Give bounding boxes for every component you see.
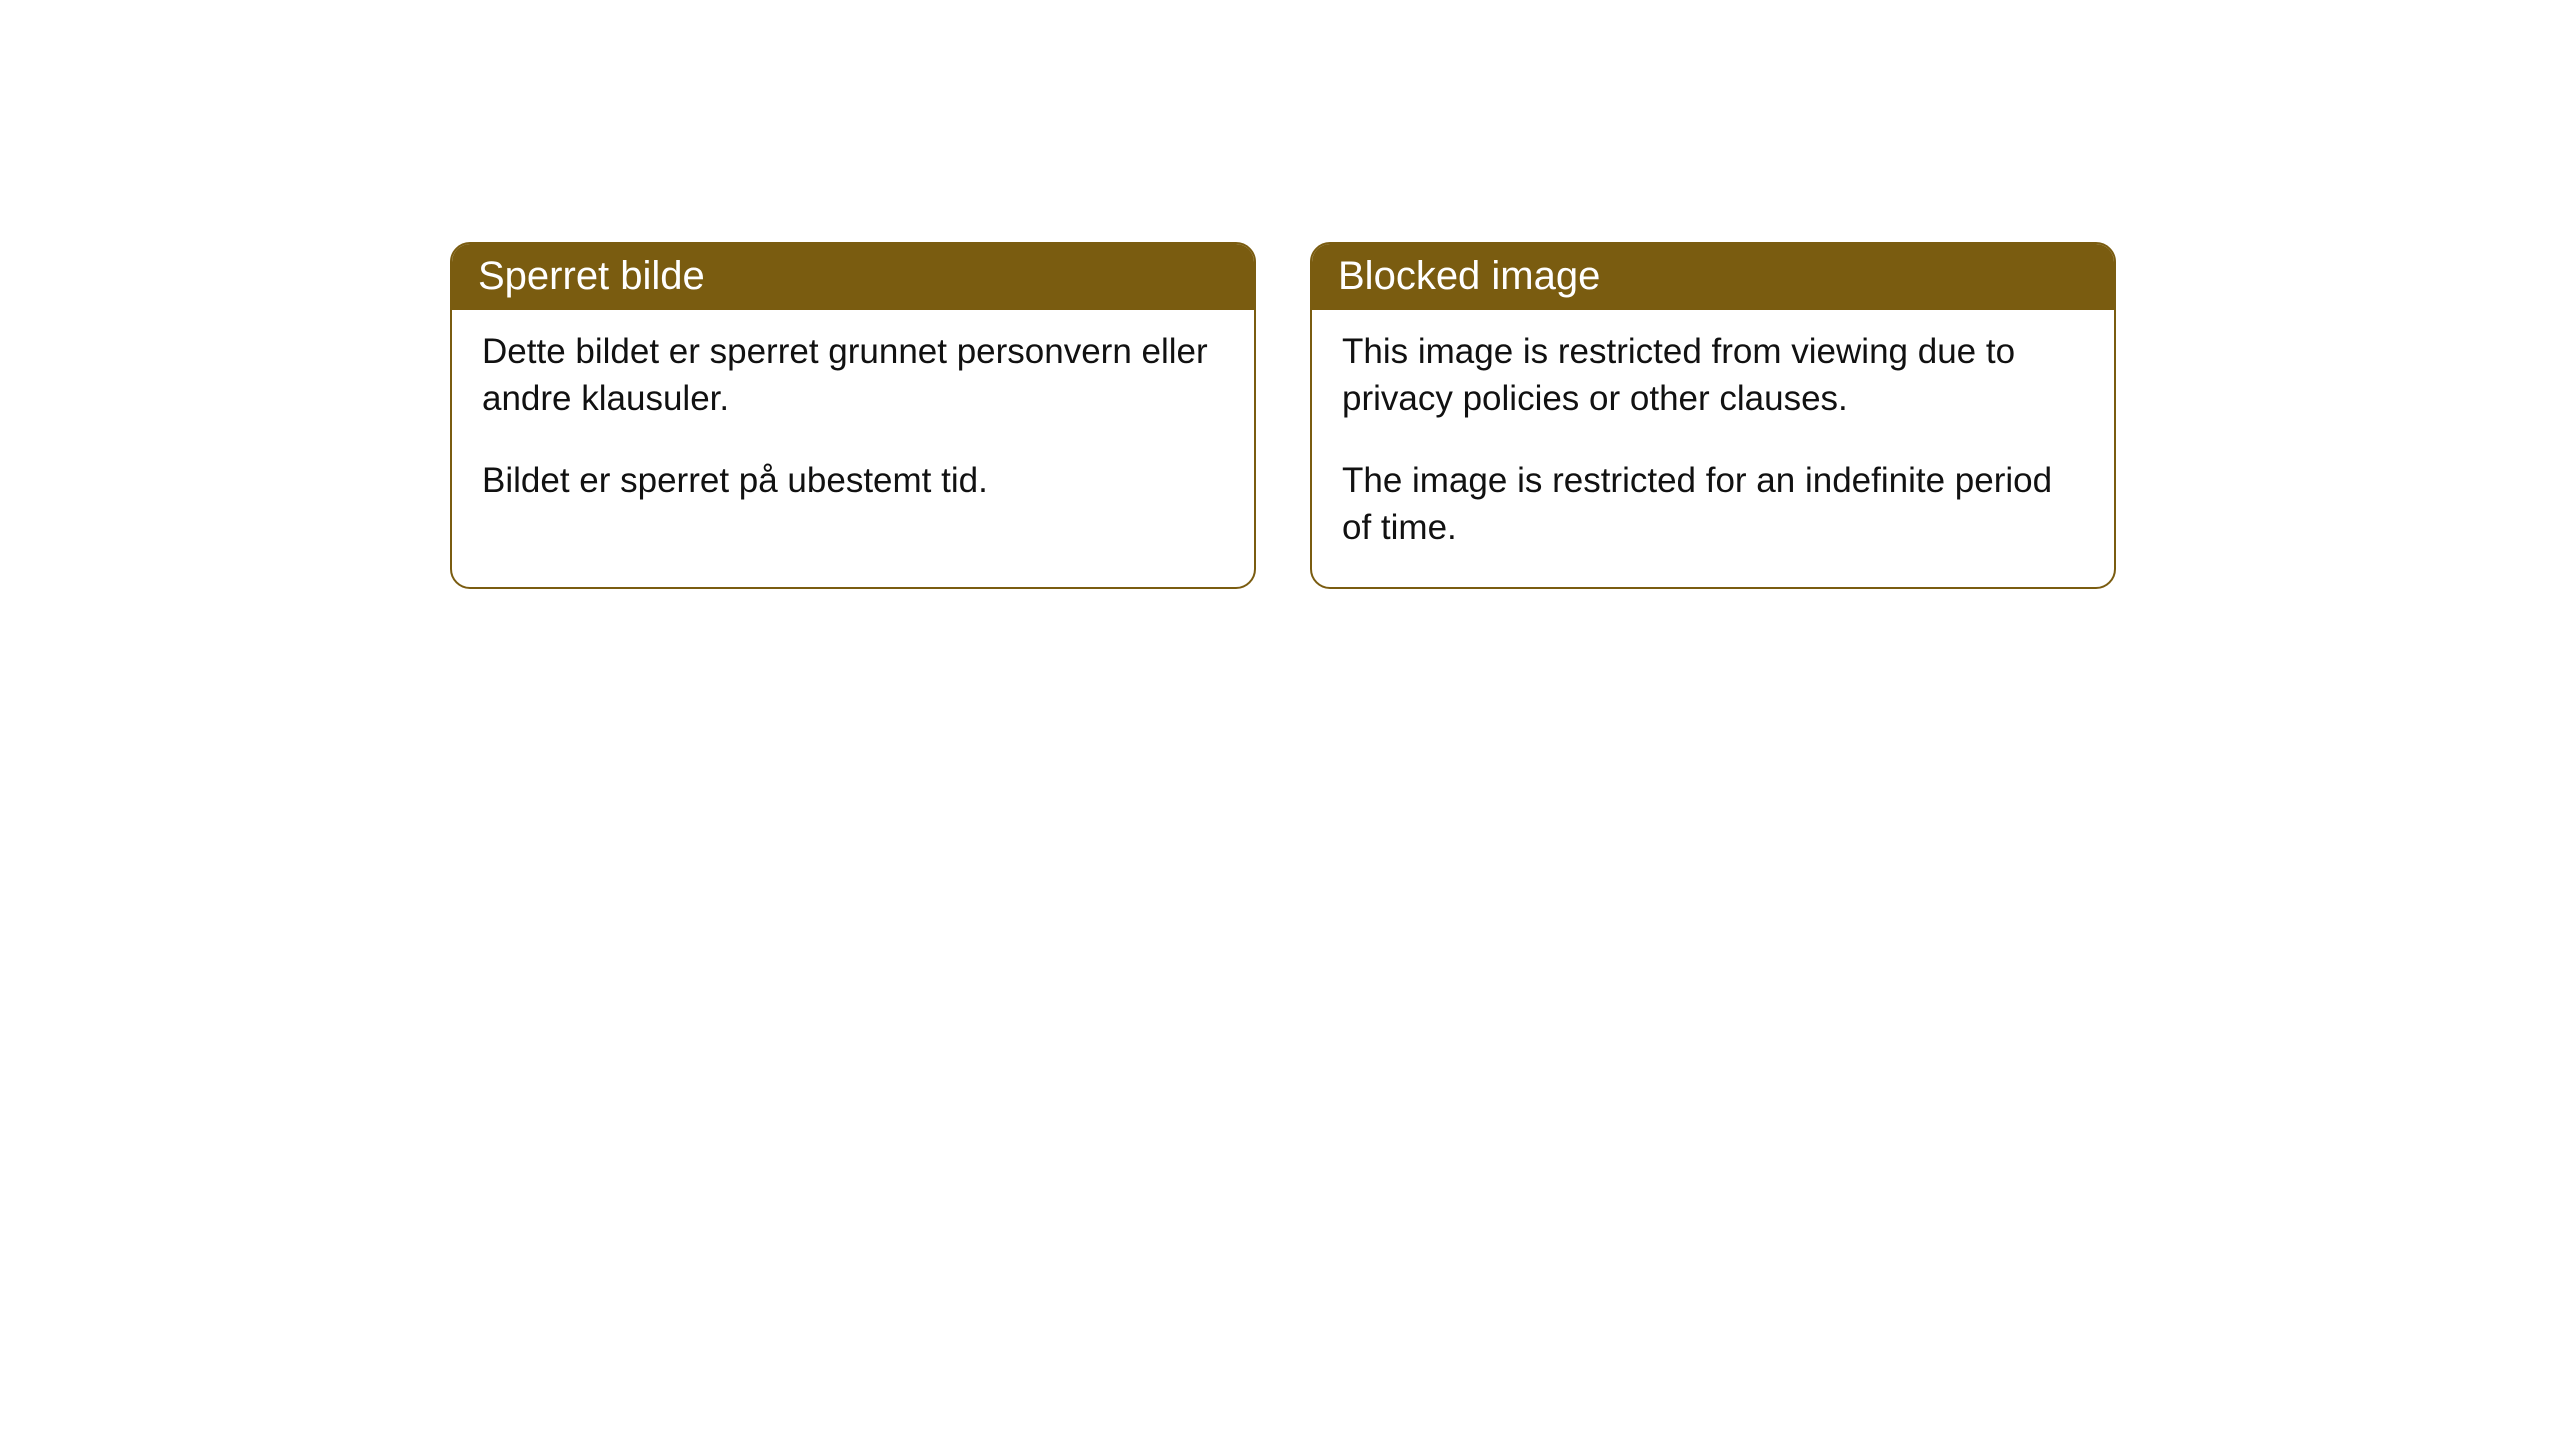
card-text-no-1: Dette bildet er sperret grunnet personve… (482, 328, 1224, 423)
card-header-no: Sperret bilde (452, 244, 1254, 310)
page-root: Sperret bilde Dette bildet er sperret gr… (0, 0, 2560, 1440)
card-text-en-2: The image is restricted for an indefinit… (1342, 457, 2084, 552)
card-text-en-1: This image is restricted from viewing du… (1342, 328, 2084, 423)
card-body-no: Dette bildet er sperret grunnet personve… (452, 310, 1254, 540)
blocked-image-card-no: Sperret bilde Dette bildet er sperret gr… (450, 242, 1256, 589)
card-body-en: This image is restricted from viewing du… (1312, 310, 2114, 587)
card-header-en: Blocked image (1312, 244, 2114, 310)
blocked-image-card-en: Blocked image This image is restricted f… (1310, 242, 2116, 589)
card-text-no-2: Bildet er sperret på ubestemt tid. (482, 457, 1224, 504)
cards-row: Sperret bilde Dette bildet er sperret gr… (450, 242, 2116, 589)
